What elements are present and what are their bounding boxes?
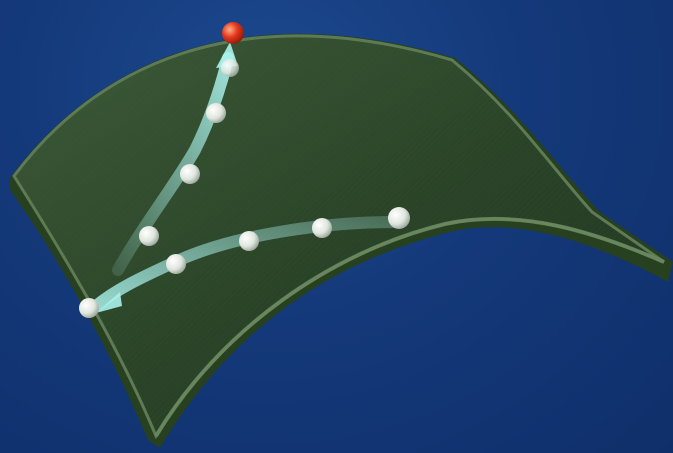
surface-rim [154, 216, 665, 438]
arrow-head-left [96, 292, 122, 313]
path-ball [206, 103, 226, 123]
ascent-path-top [112, 52, 234, 276]
path-ball [166, 254, 186, 274]
goal-ball [222, 22, 244, 44]
surface-texture [14, 35, 664, 436]
path-ball [239, 231, 259, 251]
path-ball [312, 218, 332, 238]
path-ball [79, 298, 99, 318]
path-ball [180, 164, 200, 184]
path-ball [139, 226, 159, 246]
descent-path-left [90, 216, 402, 312]
path-ball [221, 59, 239, 77]
start-ball [388, 207, 410, 229]
